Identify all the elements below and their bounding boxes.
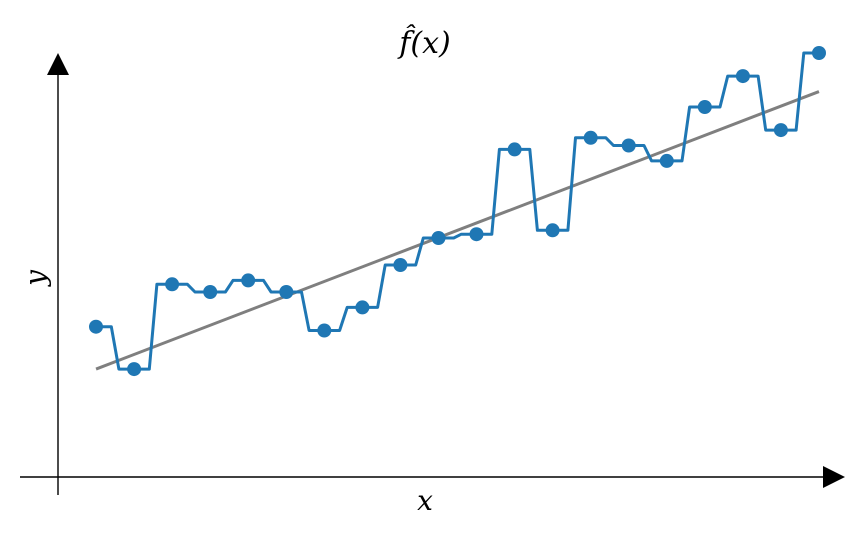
fit-line [95, 90, 820, 371]
data-point [317, 323, 332, 338]
data-point [507, 142, 522, 157]
data-point [735, 69, 750, 84]
data-point [89, 319, 103, 334]
data-point [469, 227, 484, 242]
chart-title: f̂(x) [397, 24, 450, 61]
y-axis-arrow [47, 53, 69, 75]
data-point [812, 46, 826, 60]
data-point [393, 258, 408, 272]
data-point [431, 231, 446, 245]
data-point [241, 273, 256, 288]
data-point [697, 100, 712, 114]
data-point [279, 285, 294, 299]
data-point [545, 223, 560, 238]
x-axis-label: x [417, 484, 433, 517]
data-point [773, 123, 788, 138]
data-point [583, 130, 598, 145]
series-layer [89, 46, 826, 377]
data-point [355, 300, 370, 315]
data-point [203, 285, 218, 299]
data-point [659, 153, 674, 168]
axes [20, 53, 845, 495]
step-line [96, 51, 819, 371]
data-point [621, 138, 636, 153]
y-axis-label: y [19, 269, 52, 288]
data-point [165, 277, 180, 292]
data-point [127, 362, 142, 377]
x-axis-arrow [823, 466, 845, 488]
